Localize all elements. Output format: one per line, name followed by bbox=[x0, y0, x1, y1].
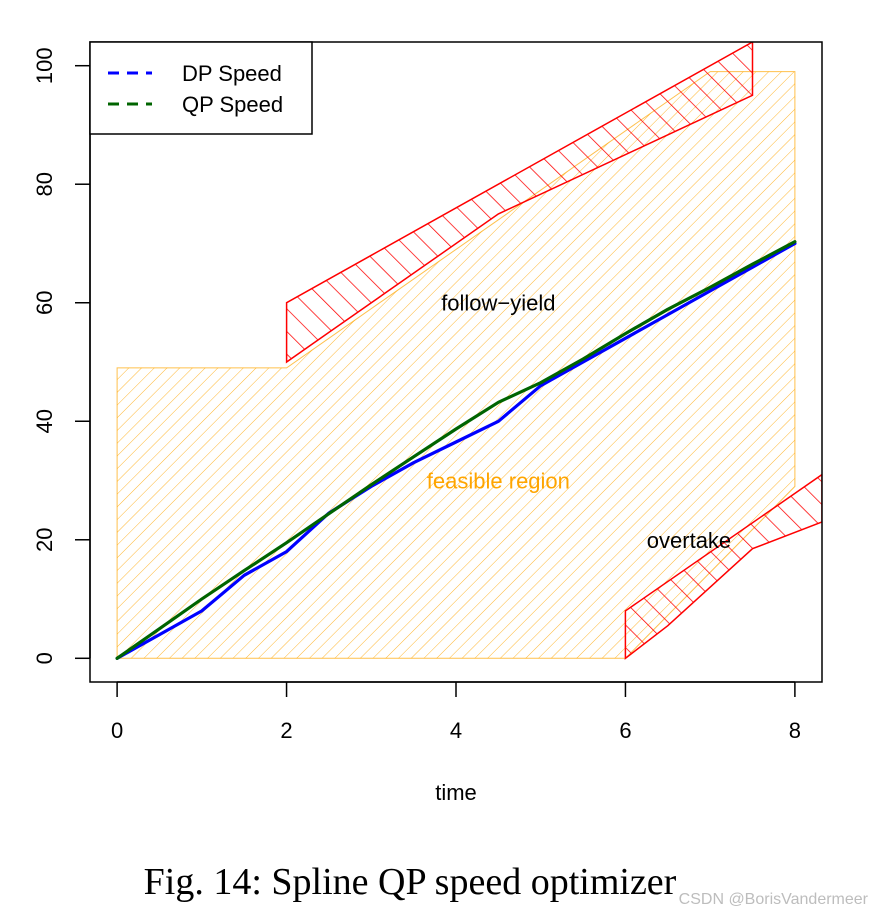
y-tick-label: 80 bbox=[32, 172, 57, 196]
y-tick-label: 40 bbox=[32, 409, 57, 433]
y-tick-label: 0 bbox=[32, 652, 57, 664]
region-overtake-obstacle bbox=[624, 473, 822, 660]
figure-caption: Fig. 14: Spline QP speed optimizer bbox=[143, 861, 677, 903]
legend-dp-label: DP Speed bbox=[182, 61, 282, 86]
legend: DP Speed QP Speed bbox=[89, 41, 313, 135]
annotation-feasible-region: feasible region bbox=[427, 469, 570, 494]
y-tick-label: 60 bbox=[32, 290, 57, 314]
x-axis-title: time bbox=[435, 780, 477, 805]
series-qp-speed-line bbox=[115, 240, 797, 660]
legend-box bbox=[89, 41, 313, 135]
y-tick-label: 100 bbox=[32, 47, 57, 84]
x-tick-label: 8 bbox=[789, 718, 801, 743]
annotation-overtake: overtake bbox=[647, 528, 731, 553]
region-follow-yield-obstacle bbox=[285, 42, 754, 364]
annotation-follow-yield: follow−yield bbox=[441, 291, 555, 316]
x-tick-label: 6 bbox=[619, 718, 631, 743]
x-tick-label: 2 bbox=[280, 718, 292, 743]
x-tick-label: 4 bbox=[450, 718, 462, 743]
watermark: CSDN @BorisVandermeer bbox=[678, 891, 868, 908]
y-tick-label: 20 bbox=[32, 528, 57, 552]
legend-qp-label: QP Speed bbox=[182, 92, 283, 117]
x-tick-label: 0 bbox=[111, 718, 123, 743]
series-dp-speed-line bbox=[115, 241, 797, 660]
